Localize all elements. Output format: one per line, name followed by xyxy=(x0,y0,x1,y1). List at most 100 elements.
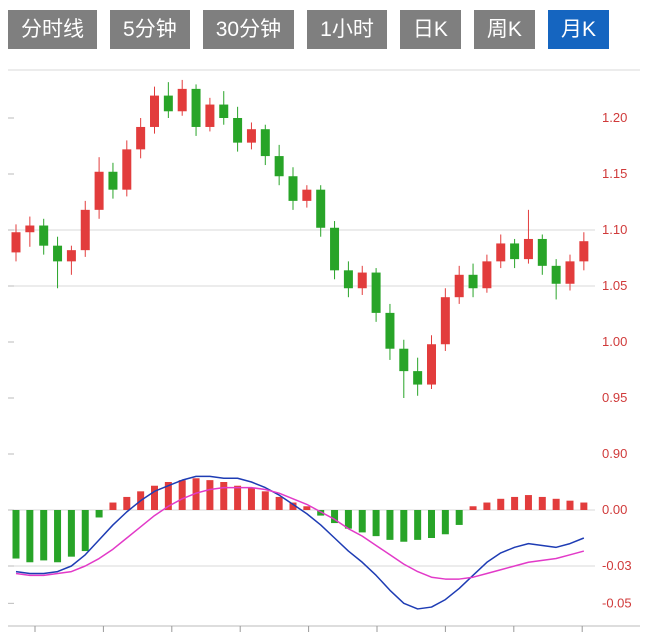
macd-histogram-bar xyxy=(441,510,449,535)
candle-body xyxy=(163,95,173,112)
macd-histogram-bar xyxy=(580,502,588,510)
macd-histogram-bar xyxy=(303,506,311,510)
macd-histogram-bar xyxy=(331,510,339,524)
macd-histogram-bar xyxy=(358,510,366,533)
macd-histogram-bar xyxy=(206,480,214,510)
macd-histogram-bar xyxy=(247,487,255,510)
macd-axis-label: -0.03 xyxy=(602,558,632,573)
macd-histogram-bar xyxy=(524,495,532,510)
macd-histogram-bar xyxy=(372,510,380,537)
macd-histogram-bar xyxy=(40,510,48,561)
price-axis-label: 1.05 xyxy=(602,278,627,293)
candle-body xyxy=(551,265,561,284)
tab-daily-k[interactable]: 日K xyxy=(399,10,461,49)
candle-body xyxy=(66,250,76,262)
candle-body xyxy=(427,344,436,385)
candle-body xyxy=(219,104,229,118)
candle-body xyxy=(177,88,187,112)
candle-body xyxy=(343,270,353,289)
macd-histogram-bar xyxy=(12,510,20,559)
tab-30min[interactable]: 30分钟 xyxy=(202,10,295,49)
candle-body xyxy=(440,297,450,345)
candle-body xyxy=(233,118,243,143)
candle-body xyxy=(25,225,35,233)
candle-body xyxy=(537,238,547,266)
candle-body xyxy=(11,232,21,253)
macd-histogram-bar xyxy=(109,502,117,510)
macd-histogram-bar xyxy=(386,510,394,540)
candle-body xyxy=(579,241,589,262)
candle-body xyxy=(260,129,270,157)
price-axis-label: 1.20 xyxy=(602,110,627,125)
candle-body xyxy=(523,238,533,260)
macd-histogram-bar xyxy=(67,510,75,557)
macd-histogram-bar xyxy=(54,510,62,563)
candle-body xyxy=(288,176,298,201)
candle-body xyxy=(122,149,132,190)
candle-body xyxy=(80,209,90,251)
macd-histogram-bar xyxy=(151,485,158,510)
tab-weekly-k[interactable]: 周K xyxy=(473,10,535,49)
candle-body xyxy=(413,371,423,385)
macd-histogram-bar xyxy=(164,481,172,510)
candle-body xyxy=(191,88,201,127)
macd-histogram-bar xyxy=(261,491,269,510)
macd-histogram-bar xyxy=(123,496,131,510)
macd-histogram-bar xyxy=(275,496,283,510)
macd-axis-label: -0.05 xyxy=(602,595,632,610)
price-axis-label: 1.00 xyxy=(602,334,627,349)
candle-body xyxy=(399,348,409,372)
candle-body xyxy=(316,189,326,228)
macd-histogram-bar xyxy=(455,510,463,525)
candle-body xyxy=(94,171,104,210)
candle-body xyxy=(39,225,49,246)
price-axis-label: 1.15 xyxy=(602,166,627,181)
macd-histogram-bar xyxy=(497,498,505,510)
price-axis-label: 0.95 xyxy=(602,390,627,405)
candle-body xyxy=(136,126,146,150)
macd-histogram-bar xyxy=(192,478,200,510)
candle-body xyxy=(510,243,520,260)
candle-body xyxy=(150,95,159,127)
macd-histogram-bar xyxy=(317,510,325,516)
tab-1hour[interactable]: 1小时 xyxy=(307,10,387,49)
dea-line xyxy=(15,486,585,580)
dif-line xyxy=(15,475,585,610)
candle-body xyxy=(565,261,575,284)
macd-histogram-bar xyxy=(81,510,89,552)
macd-histogram-bar xyxy=(566,500,574,510)
candle-body xyxy=(371,272,381,313)
macd-histogram-bar xyxy=(428,510,435,539)
tab-monthly-k[interactable]: 月K xyxy=(547,10,609,49)
macd-histogram-bar xyxy=(483,502,491,510)
macd-histogram-bar xyxy=(289,502,297,510)
candle-body xyxy=(468,274,478,289)
candle-body xyxy=(53,245,63,262)
macd-histogram-bar xyxy=(234,485,242,510)
macd-histogram-bar xyxy=(26,510,34,563)
candle-body xyxy=(274,156,284,177)
macd-histogram-bar xyxy=(344,510,352,529)
macd-histogram-bar xyxy=(552,498,560,510)
candle-body xyxy=(496,243,506,262)
macd-histogram-bar xyxy=(469,506,477,510)
candle-body xyxy=(330,227,340,271)
candle-body xyxy=(108,171,118,190)
macd-histogram-bar xyxy=(400,510,408,542)
candle-body xyxy=(357,272,367,289)
macd-histogram-bar xyxy=(178,480,186,510)
macd-histogram-bar xyxy=(511,496,519,510)
macd-axis-label: 0.00 xyxy=(602,502,627,517)
macd-histogram-bar xyxy=(220,481,228,510)
candle-body xyxy=(482,261,492,289)
macd-histogram-bar xyxy=(538,496,546,510)
candle-body xyxy=(205,104,215,127)
price-axis-label: 0.90 xyxy=(602,446,627,461)
tab-5min[interactable]: 5分钟 xyxy=(110,10,190,49)
macd-histogram-bar xyxy=(414,510,422,540)
candle-body xyxy=(454,274,464,298)
macd-histogram-bar xyxy=(95,510,103,518)
tab-time-line[interactable]: 分时线 xyxy=(8,10,97,49)
candle-body xyxy=(385,312,395,349)
